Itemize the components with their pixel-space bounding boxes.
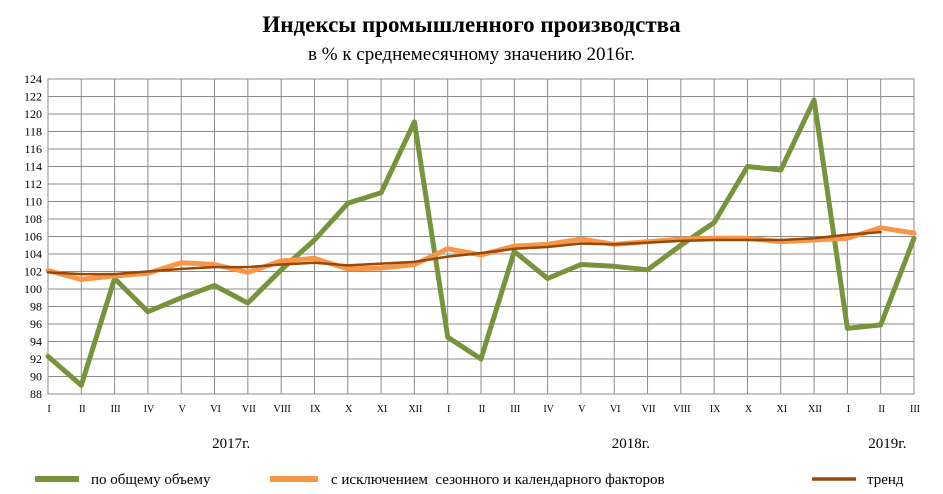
y-tick-label: 94 bbox=[30, 335, 42, 349]
x-tick-label: XII bbox=[808, 404, 822, 415]
y-tick-label: 122 bbox=[24, 90, 42, 104]
x-tick-label: V bbox=[179, 404, 187, 415]
x-tick-label: VIII bbox=[274, 404, 291, 415]
y-tick-label: 100 bbox=[24, 282, 42, 296]
x-tick-label: IX bbox=[710, 404, 721, 415]
y-tick-label: 112 bbox=[24, 177, 42, 191]
x-tick-label: X bbox=[345, 404, 353, 415]
y-tick-label: 98 bbox=[30, 300, 42, 314]
y-tick-label: 118 bbox=[24, 125, 42, 139]
chart-subtitle: в % к среднемесячному значению 2016г. bbox=[308, 44, 635, 65]
x-tick-label: XII bbox=[408, 404, 422, 415]
y-tick-label: 90 bbox=[30, 370, 42, 384]
chart-title: Индексы промышленного производства bbox=[262, 12, 681, 37]
x-tick-label: IX bbox=[310, 404, 321, 415]
series-line-3 bbox=[46, 230, 882, 276]
x-tick-label: III bbox=[111, 404, 121, 415]
x-tick-label: VII bbox=[242, 404, 256, 415]
y-tick-label: 106 bbox=[24, 230, 42, 244]
y-tick-label: 120 bbox=[24, 107, 42, 121]
legend-label-2: с исключением сезонного и календарного ф… bbox=[331, 472, 665, 488]
y-tick-label: 104 bbox=[24, 247, 42, 261]
x-tick-label: II bbox=[878, 404, 885, 415]
y-tick-label: 96 bbox=[30, 317, 42, 331]
x-tick-label: X bbox=[745, 404, 753, 415]
x-tick-label: XI bbox=[776, 404, 787, 415]
x-tick-label: I bbox=[447, 404, 450, 415]
y-tick-label: 108 bbox=[24, 212, 42, 226]
y-tick-label: 102 bbox=[24, 265, 42, 279]
x-tick-label: VIII bbox=[673, 404, 690, 415]
x-tick-label: VI bbox=[210, 404, 221, 415]
x-tick-label: IV bbox=[543, 404, 554, 415]
series-line-1 bbox=[45, 97, 917, 388]
x-tick-label: III bbox=[910, 404, 920, 415]
x-tick-label: VI bbox=[610, 404, 621, 415]
y-tick-label: 88 bbox=[30, 387, 42, 401]
x-tick-label: III bbox=[510, 404, 520, 415]
year-label: 2017г. bbox=[212, 436, 250, 452]
year-label: 2019г. bbox=[868, 436, 906, 452]
y-tick-label: 92 bbox=[30, 352, 42, 366]
y-tick-label: 116 bbox=[24, 142, 42, 156]
y-tick-label: 110 bbox=[24, 195, 42, 209]
legend-label-3: тренд bbox=[867, 472, 904, 488]
x-tick-label: V bbox=[578, 404, 586, 415]
x-tick-label: I bbox=[847, 404, 850, 415]
year-label: 2018г. bbox=[612, 436, 650, 452]
x-tick-label: XI bbox=[377, 404, 388, 415]
x-tick-label: II bbox=[79, 404, 86, 415]
y-tick-label: 124 bbox=[24, 72, 42, 86]
legend-label-1: по общему объему bbox=[91, 472, 211, 488]
x-tick-label: VII bbox=[642, 404, 656, 415]
y-tick-label: 114 bbox=[24, 160, 42, 174]
x-tick-label: II bbox=[479, 404, 486, 415]
x-tick-label: IV bbox=[144, 404, 155, 415]
x-tick-label: I bbox=[47, 404, 50, 415]
